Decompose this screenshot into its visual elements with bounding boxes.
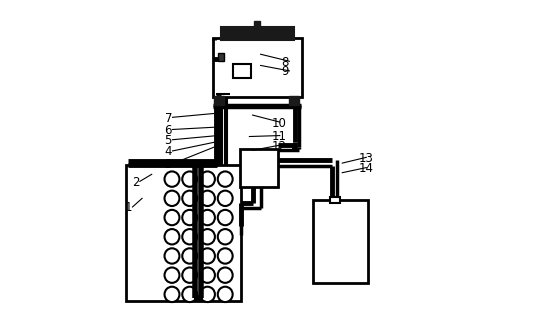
Ellipse shape [164,267,179,283]
Ellipse shape [182,210,197,225]
Ellipse shape [164,210,179,225]
Text: 6: 6 [164,124,172,137]
Ellipse shape [218,172,233,187]
Bar [221,27,294,40]
Ellipse shape [218,287,233,302]
Ellipse shape [164,287,179,302]
Text: 1: 1 [124,202,132,214]
Ellipse shape [200,248,215,264]
Ellipse shape [200,229,215,245]
Text: 5: 5 [164,134,172,147]
Ellipse shape [218,210,233,225]
Ellipse shape [218,267,233,283]
Text: 8: 8 [282,56,289,69]
Text: 11: 11 [272,130,287,143]
Bar [214,96,224,106]
Text: 14: 14 [358,162,373,175]
Bar [289,96,299,106]
Ellipse shape [200,210,215,225]
Bar [314,200,368,283]
Ellipse shape [182,229,197,245]
Text: 10: 10 [272,117,287,130]
Ellipse shape [218,248,233,264]
Ellipse shape [182,287,197,302]
Ellipse shape [218,229,233,245]
Text: 12: 12 [272,140,287,153]
Text: 13: 13 [358,152,373,165]
Bar [233,64,251,78]
Text: 9: 9 [282,65,289,78]
Bar [218,53,224,61]
Bar [212,38,302,98]
Text: 4: 4 [164,145,172,158]
Text: 3: 3 [164,158,172,171]
Text: 2: 2 [132,176,139,189]
Ellipse shape [164,191,179,206]
Ellipse shape [200,191,215,206]
Text: 7: 7 [164,112,172,125]
Bar [330,197,340,203]
Ellipse shape [200,172,215,187]
Ellipse shape [164,248,179,264]
Bar [126,165,241,301]
Ellipse shape [200,267,215,283]
Ellipse shape [182,172,197,187]
Ellipse shape [182,191,197,206]
Ellipse shape [218,191,233,206]
Ellipse shape [164,172,179,187]
Ellipse shape [182,248,197,264]
Ellipse shape [200,287,215,302]
Ellipse shape [164,229,179,245]
Bar [254,21,260,27]
Ellipse shape [182,267,197,283]
Bar [240,149,278,187]
